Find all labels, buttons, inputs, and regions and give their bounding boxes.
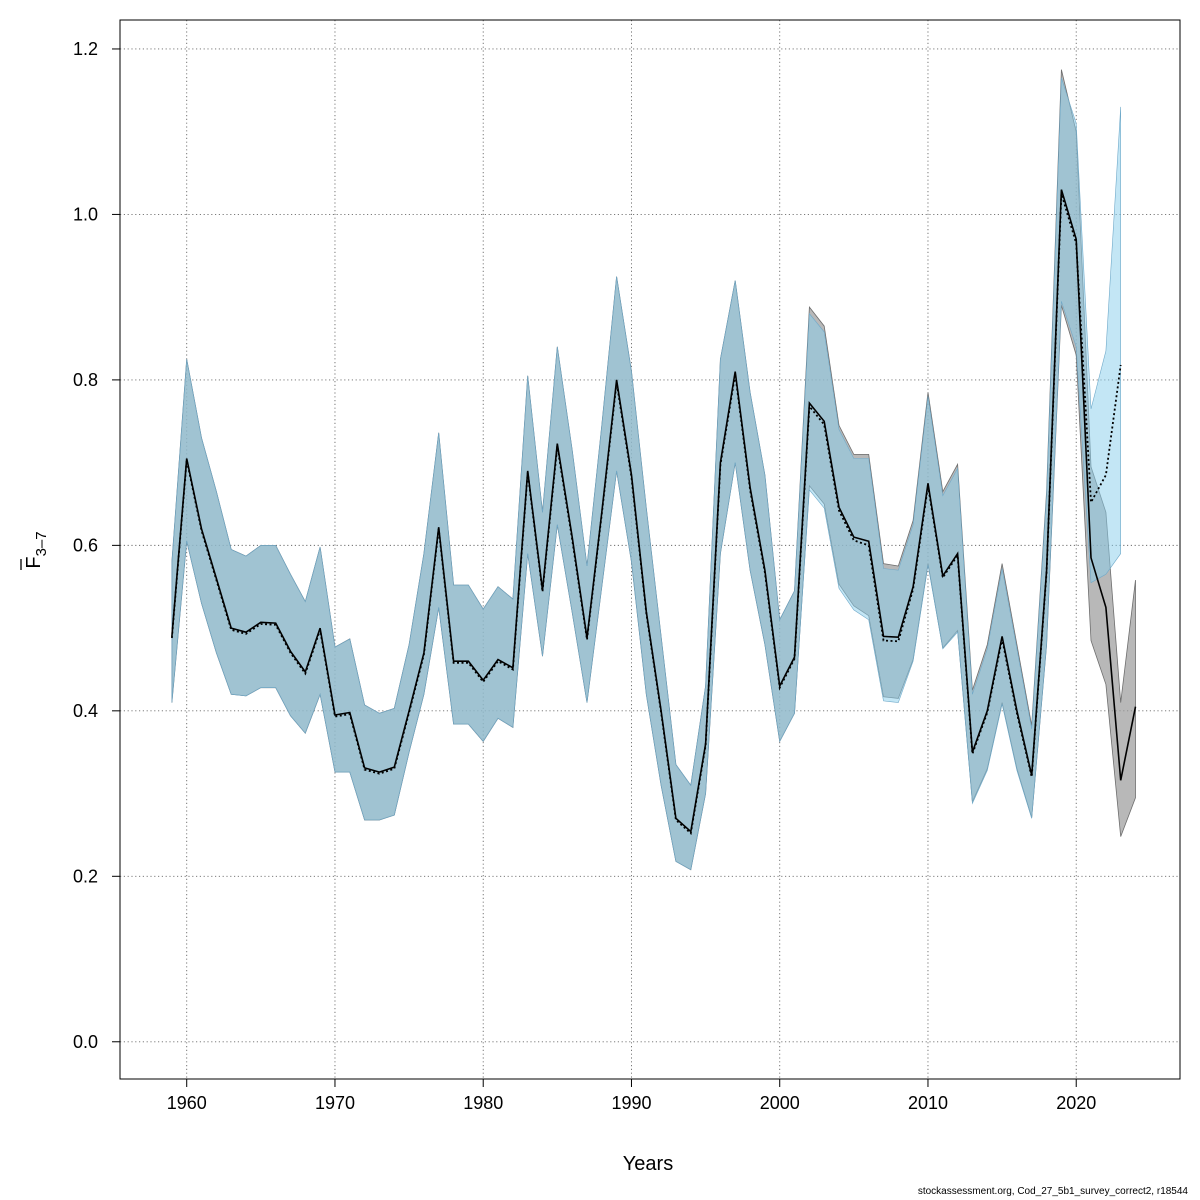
x-axis-title: Years <box>623 1153 673 1175</box>
grid <box>120 20 1180 1079</box>
x-axis: 1960 1970 1980 1990 2000 2010 2020 <box>167 1078 1096 1113</box>
x-tick-label: 1980 <box>463 1093 503 1113</box>
confidence-band-blue <box>171 77 1121 871</box>
y-axis-title: F3–7 <box>23 531 50 568</box>
x-tick-label: 2010 <box>908 1093 948 1113</box>
y-tick-label: 1.2 <box>73 39 98 59</box>
y-axis: 0.0 0.2 0.4 0.6 0.8 1.0 1.2 <box>73 39 121 1052</box>
y-axis-title-sub: 3–7 <box>33 531 50 556</box>
series-line-dotted <box>171 193 1122 836</box>
x-tick-label: 1960 <box>167 1093 207 1113</box>
svg-text:F3–7: F3–7 <box>23 531 50 568</box>
y-tick-label: 0.4 <box>73 701 98 721</box>
x-tick-label: 1990 <box>611 1093 651 1113</box>
y-axis-title-base: F <box>23 556 45 568</box>
footer-credit: stockassessment.org, Cod_27_5b1_survey_c… <box>917 1186 1188 1197</box>
x-tick-label: 2020 <box>1056 1093 1096 1113</box>
y-tick-label: 0.0 <box>73 1032 98 1052</box>
y-tick-label: 1.0 <box>73 204 98 224</box>
y-tick-label: 0.6 <box>73 535 98 555</box>
series-lines <box>171 189 1137 836</box>
x-tick-label: 1970 <box>315 1093 355 1113</box>
x-tick-label: 2000 <box>760 1093 800 1113</box>
y-tick-label: 0.8 <box>73 370 98 390</box>
y-tick-label: 0.2 <box>73 866 98 886</box>
confidence-bands <box>171 69 1136 871</box>
